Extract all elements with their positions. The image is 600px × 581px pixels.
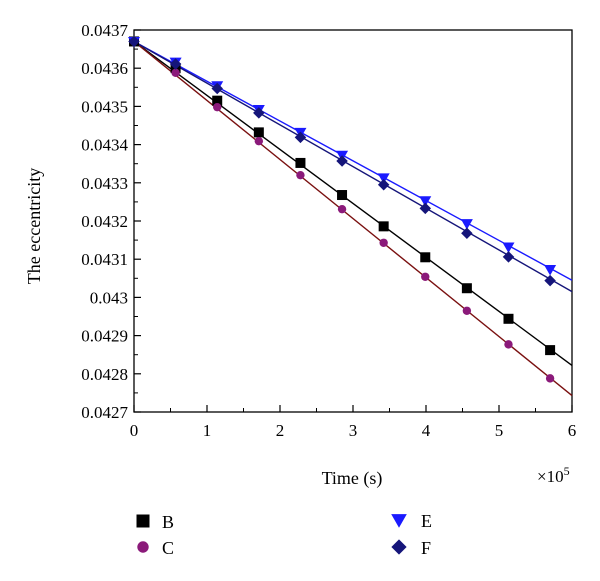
- data-point-b: [212, 95, 223, 106]
- y-tick-label: 0.0437: [81, 21, 128, 40]
- legend-marker-b: [136, 514, 150, 528]
- data-point-b: [461, 283, 472, 294]
- y-tick-label: 0.0435: [81, 97, 128, 116]
- y-tick-label: 0.0434: [81, 136, 128, 155]
- x-axis-multiplier-base: ×10: [537, 467, 564, 486]
- y-tick-label: 0.043: [90, 288, 128, 307]
- data-point-c: [254, 136, 264, 146]
- data-point-f: [211, 82, 223, 95]
- data-point-c: [421, 272, 430, 281]
- x-axis-multiplier: ×105: [537, 464, 570, 486]
- y-axis-title: The eccentricity: [24, 168, 44, 284]
- data-point-e: [377, 173, 390, 184]
- x-axis-ticks: 0 1 2 3 4 5 6: [130, 405, 577, 440]
- data-point-e: [502, 242, 515, 253]
- legend-label-f: F: [421, 538, 431, 558]
- legend-label-e: E: [421, 511, 432, 531]
- data-point-b: [503, 313, 514, 324]
- y-tick-label: 0.0429: [81, 327, 128, 346]
- x-tick-label: 1: [203, 421, 212, 440]
- data-point-e: [460, 219, 473, 230]
- y-tick-label: 0.0428: [81, 365, 128, 384]
- series-line-b: [133, 40, 573, 366]
- data-point-f: [461, 227, 473, 239]
- y-tick-label: 0.0436: [81, 59, 128, 78]
- series-markers: [128, 35, 557, 383]
- series-lines: [133, 40, 573, 397]
- series-line-e: [133, 40, 573, 281]
- y-tick-label: 0.0433: [81, 174, 128, 193]
- x-axis-title: Time (s): [322, 468, 383, 489]
- data-point-c: [171, 68, 180, 77]
- x-tick-label: 5: [495, 421, 504, 440]
- data-point-c: [296, 170, 305, 180]
- data-point-b: [295, 157, 306, 168]
- x-tick-label: 4: [422, 421, 431, 440]
- series-line-f: [133, 40, 573, 293]
- x-tick-label: 3: [349, 421, 358, 440]
- data-point-f: [336, 155, 348, 167]
- data-point-b: [420, 252, 431, 263]
- plot-area: [133, 29, 573, 413]
- data-point-e: [419, 196, 432, 207]
- y-axis-ticks: 0.0427 0.0428 0.0429 0.043 0.0431 0.0432 0.043…: [81, 21, 141, 422]
- data-point-f: [544, 274, 556, 287]
- legend-marker-e: [391, 514, 407, 528]
- x-tick-label: 2: [276, 421, 285, 440]
- y-tick-label: 0.0427: [81, 403, 128, 422]
- legend-label-b: B: [162, 512, 174, 532]
- data-point-c: [504, 340, 513, 349]
- plot-frame: [133, 29, 573, 413]
- data-point-f: [502, 251, 515, 263]
- data-point-b: [337, 190, 348, 201]
- data-point-f: [377, 178, 390, 191]
- legend-marker-c: [137, 541, 149, 553]
- x-axis-multiplier-exponent: 5: [564, 464, 570, 478]
- data-point-c: [337, 204, 347, 214]
- data-point-f: [128, 35, 140, 48]
- legend-label-c: C: [162, 538, 174, 558]
- series-line-c: [133, 40, 573, 397]
- data-point-b: [545, 345, 556, 356]
- data-point-b: [378, 221, 389, 232]
- data-point-c: [213, 102, 222, 112]
- data-point-c: [462, 306, 472, 315]
- data-point-f: [253, 107, 265, 119]
- x-tick-label: 0: [130, 421, 139, 440]
- data-point-f: [169, 58, 182, 70]
- y-tick-label: 0.0431: [81, 250, 128, 269]
- data-point-f: [419, 202, 432, 215]
- data-point-f: [294, 131, 307, 144]
- legend: BC EF: [136, 511, 432, 558]
- data-point-c: [545, 374, 555, 383]
- data-point-b: [253, 127, 264, 138]
- y-tick-label: 0.0432: [81, 212, 128, 231]
- legend-marker-f: [391, 539, 407, 555]
- data-point-c: [379, 238, 388, 247]
- data-point-e: [544, 265, 557, 276]
- x-tick-label: 6: [568, 421, 577, 440]
